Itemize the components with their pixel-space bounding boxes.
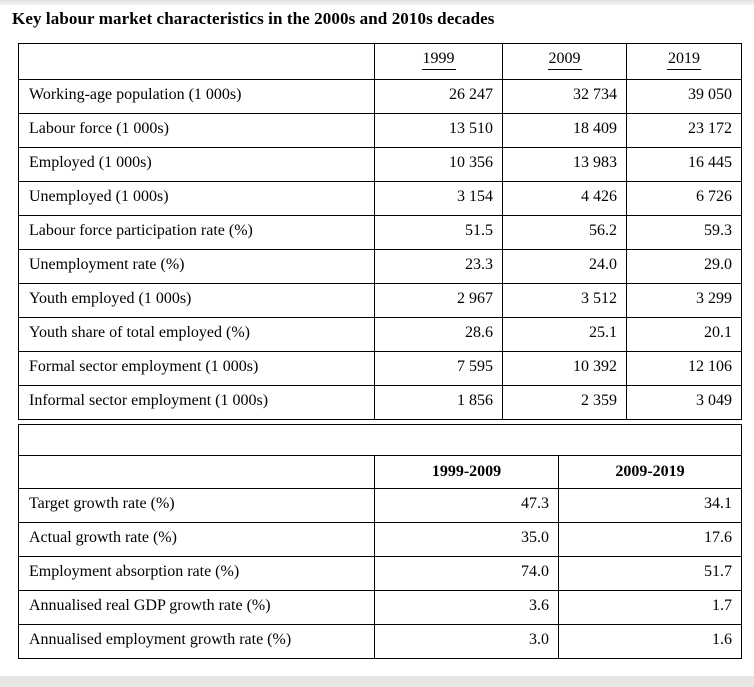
row-label: Working-age population (1 000s) <box>18 79 375 114</box>
row-label: Unemployment rate (%) <box>18 249 375 284</box>
cell-value: 59.3 <box>626 215 742 250</box>
period-header-2009-2019: 2009-2019 <box>558 455 742 489</box>
page-edge-top <box>0 0 754 5</box>
row-label: Unemployed (1 000s) <box>18 181 375 216</box>
table-row: Annualised employment growth rate (%) 3.… <box>18 624 742 659</box>
cell-value: 16 445 <box>626 147 742 182</box>
cell-value: 3 154 <box>374 181 503 216</box>
row-label: Annualised real GDP growth rate (%) <box>18 590 375 625</box>
cell-value: 26 247 <box>374 79 503 114</box>
cell-value: 12 106 <box>626 351 742 386</box>
row-label: Labour force (1 000s) <box>18 113 375 148</box>
cell-value: 3.6 <box>374 590 559 625</box>
cell-value: 29.0 <box>626 249 742 284</box>
cell-value: 2 359 <box>502 385 627 420</box>
cell-value: 3 049 <box>626 385 742 420</box>
table-row: Actual growth rate (%) 35.0 17.6 <box>18 522 742 557</box>
corner-cell <box>18 43 375 80</box>
cell-value: 7 595 <box>374 351 503 386</box>
cell-value: 23.3 <box>374 249 503 284</box>
cell-value: 1.6 <box>558 624 742 659</box>
cell-value: 1.7 <box>558 590 742 625</box>
period-header-1999-2009: 1999-2009 <box>374 455 559 489</box>
table-row: Unemployment rate (%) 23.3 24.0 29.0 <box>18 249 742 284</box>
spacer-cell <box>18 424 742 456</box>
cell-value: 20.1 <box>626 317 742 352</box>
table-row: Labour force (1 000s) 13 510 18 409 23 1… <box>18 113 742 148</box>
cell-value: 13 983 <box>502 147 627 182</box>
row-label: Youth share of total employed (%) <box>18 317 375 352</box>
year-header-1999: 1999 <box>374 43 503 80</box>
cell-value: 74.0 <box>374 556 559 591</box>
cell-value: 13 510 <box>374 113 503 148</box>
page-edge-bottom <box>0 676 754 687</box>
cell-value: 18 409 <box>502 113 627 148</box>
cell-value: 39 050 <box>626 79 742 114</box>
row-label: Target growth rate (%) <box>18 488 375 523</box>
cell-value: 25.1 <box>502 317 627 352</box>
cell-value: 10 392 <box>502 351 627 386</box>
year-header-2019: 2019 <box>626 43 742 80</box>
cell-value: 10 356 <box>374 147 503 182</box>
row-label: Employed (1 000s) <box>18 147 375 182</box>
row-label: Informal sector employment (1 000s) <box>18 385 375 420</box>
corner-cell <box>18 455 375 489</box>
cell-value: 2 967 <box>374 283 503 318</box>
row-label: Employment absorption rate (%) <box>18 556 375 591</box>
table-row: Youth employed (1 000s) 2 967 3 512 3 29… <box>18 283 742 318</box>
cell-value: 24.0 <box>502 249 627 284</box>
table-row: Target growth rate (%) 47.3 34.1 <box>18 488 742 523</box>
cell-value: 3 299 <box>626 283 742 318</box>
page-title: Key labour market characteristics in the… <box>12 9 495 28</box>
cell-value: 23 172 <box>626 113 742 148</box>
cell-value: 17.6 <box>558 522 742 557</box>
table-row: Unemployed (1 000s) 3 154 4 426 6 726 <box>18 181 742 216</box>
table-row: Informal sector employment (1 000s) 1 85… <box>18 385 742 420</box>
cell-value: 3 512 <box>502 283 627 318</box>
table-header-row: 1999-2009 2009-2019 <box>18 455 742 489</box>
cell-value: 1 856 <box>374 385 503 420</box>
table-row: Working-age population (1 000s) 26 247 3… <box>18 79 742 114</box>
labour-market-tables: 1999 2009 2019 Working-age population (1… <box>18 43 742 659</box>
decade-characteristics-table: 1999 2009 2019 Working-age population (1… <box>18 43 742 420</box>
row-label: Formal sector employment (1 000s) <box>18 351 375 386</box>
table-row: Youth share of total employed (%) 28.6 2… <box>18 317 742 352</box>
table-header-row: 1999 2009 2019 <box>18 43 742 80</box>
table-row: Formal sector employment (1 000s) 7 595 … <box>18 351 742 386</box>
row-label: Actual growth rate (%) <box>18 522 375 557</box>
row-label: Youth employed (1 000s) <box>18 283 375 318</box>
cell-value: 32 734 <box>502 79 627 114</box>
table-row: Employment absorption rate (%) 74.0 51.7 <box>18 556 742 591</box>
cell-value: 3.0 <box>374 624 559 659</box>
row-label: Annualised employment growth rate (%) <box>18 624 375 659</box>
cell-value: 34.1 <box>558 488 742 523</box>
cell-value: 6 726 <box>626 181 742 216</box>
year-header-2009: 2009 <box>502 43 627 80</box>
cell-value: 35.0 <box>374 522 559 557</box>
cell-value: 47.3 <box>374 488 559 523</box>
cell-value: 28.6 <box>374 317 503 352</box>
table-row: Employed (1 000s) 10 356 13 983 16 445 <box>18 147 742 182</box>
spacer-row <box>18 424 742 456</box>
table-row: Annualised real GDP growth rate (%) 3.6 … <box>18 590 742 625</box>
table-row: Labour force participation rate (%) 51.5… <box>18 215 742 250</box>
cell-value: 51.7 <box>558 556 742 591</box>
cell-value: 51.5 <box>374 215 503 250</box>
cell-value: 4 426 <box>502 181 627 216</box>
cell-value: 56.2 <box>502 215 627 250</box>
row-label: Labour force participation rate (%) <box>18 215 375 250</box>
growth-rates-table: 1999-2009 2009-2019 Target growth rate (… <box>18 424 742 659</box>
